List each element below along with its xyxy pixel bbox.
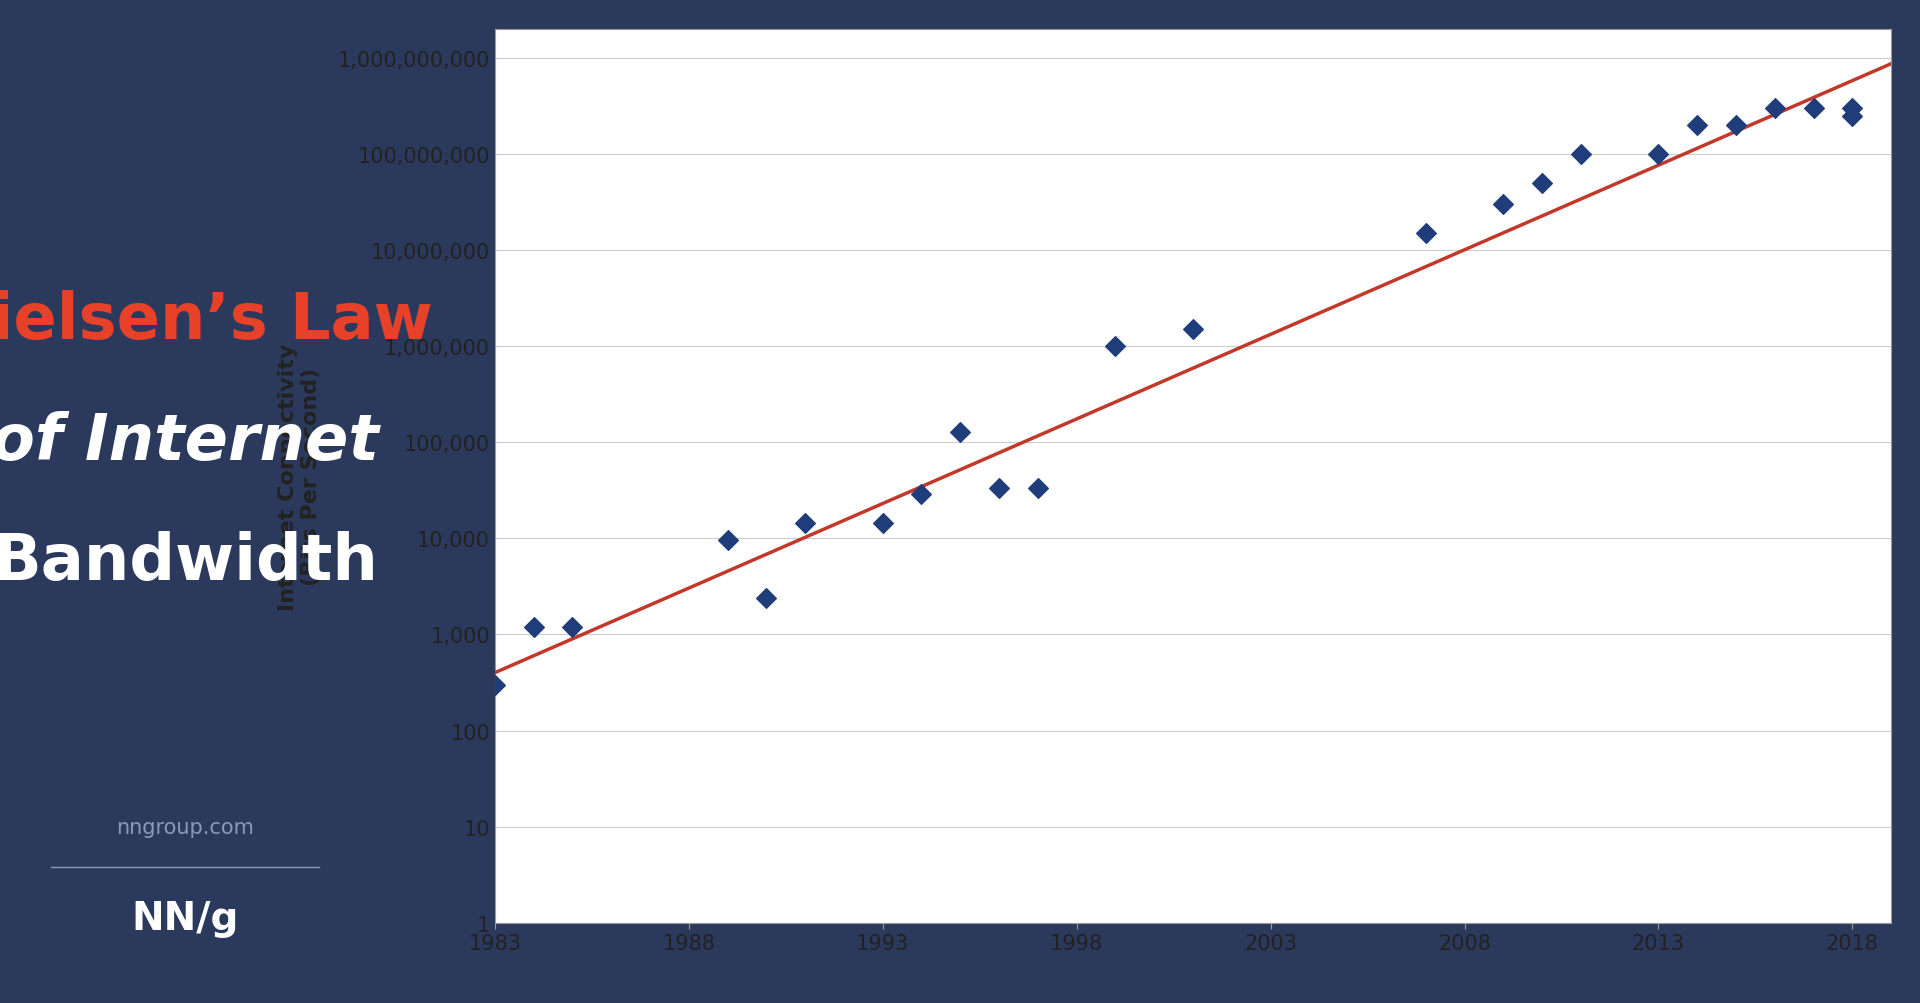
Point: [1488, 198, 1519, 214]
Point: [1411, 226, 1442, 242]
Point: [1682, 118, 1713, 134]
Point: [1644, 146, 1674, 162]
Point: [1565, 146, 1596, 162]
Point: [1720, 118, 1751, 134]
Point: [1100, 339, 1131, 355]
Text: Nielsen’s Law: Nielsen’s Law: [0, 290, 432, 352]
Point: [1023, 480, 1054, 496]
Point: [1177, 322, 1208, 338]
Point: [480, 677, 511, 693]
Point: [945, 424, 975, 440]
Point: [1759, 101, 1789, 117]
Text: NN/g: NN/g: [131, 899, 238, 937]
Point: [1837, 108, 1868, 124]
Text: nngroup.com: nngroup.com: [115, 817, 253, 838]
Point: [789, 516, 820, 532]
Y-axis label: Internet Connectivity
(Bits Per Second): Internet Connectivity (Bits Per Second): [278, 343, 321, 610]
Text: Bandwidth: Bandwidth: [0, 531, 378, 593]
Point: [906, 486, 937, 503]
Point: [751, 591, 781, 607]
Text: of Internet: of Internet: [0, 410, 378, 472]
Point: [557, 619, 588, 635]
Point: [518, 619, 549, 635]
Point: [712, 533, 743, 549]
Point: [868, 516, 899, 532]
Point: [1837, 101, 1868, 117]
Point: [1526, 176, 1557, 192]
Point: [983, 480, 1014, 496]
Point: [1799, 101, 1830, 117]
